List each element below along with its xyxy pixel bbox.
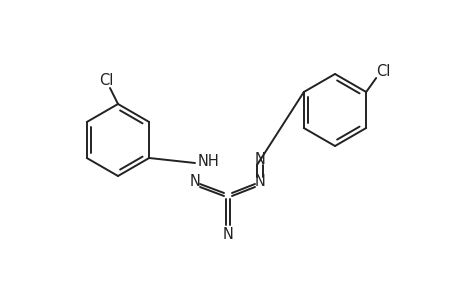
- Text: N: N: [189, 175, 200, 190]
- Text: Cl: Cl: [99, 73, 113, 88]
- Text: NH: NH: [197, 154, 219, 169]
- Text: N: N: [254, 152, 265, 167]
- Text: N: N: [222, 227, 233, 242]
- Text: Cl: Cl: [375, 64, 390, 79]
- Text: N: N: [254, 175, 265, 190]
